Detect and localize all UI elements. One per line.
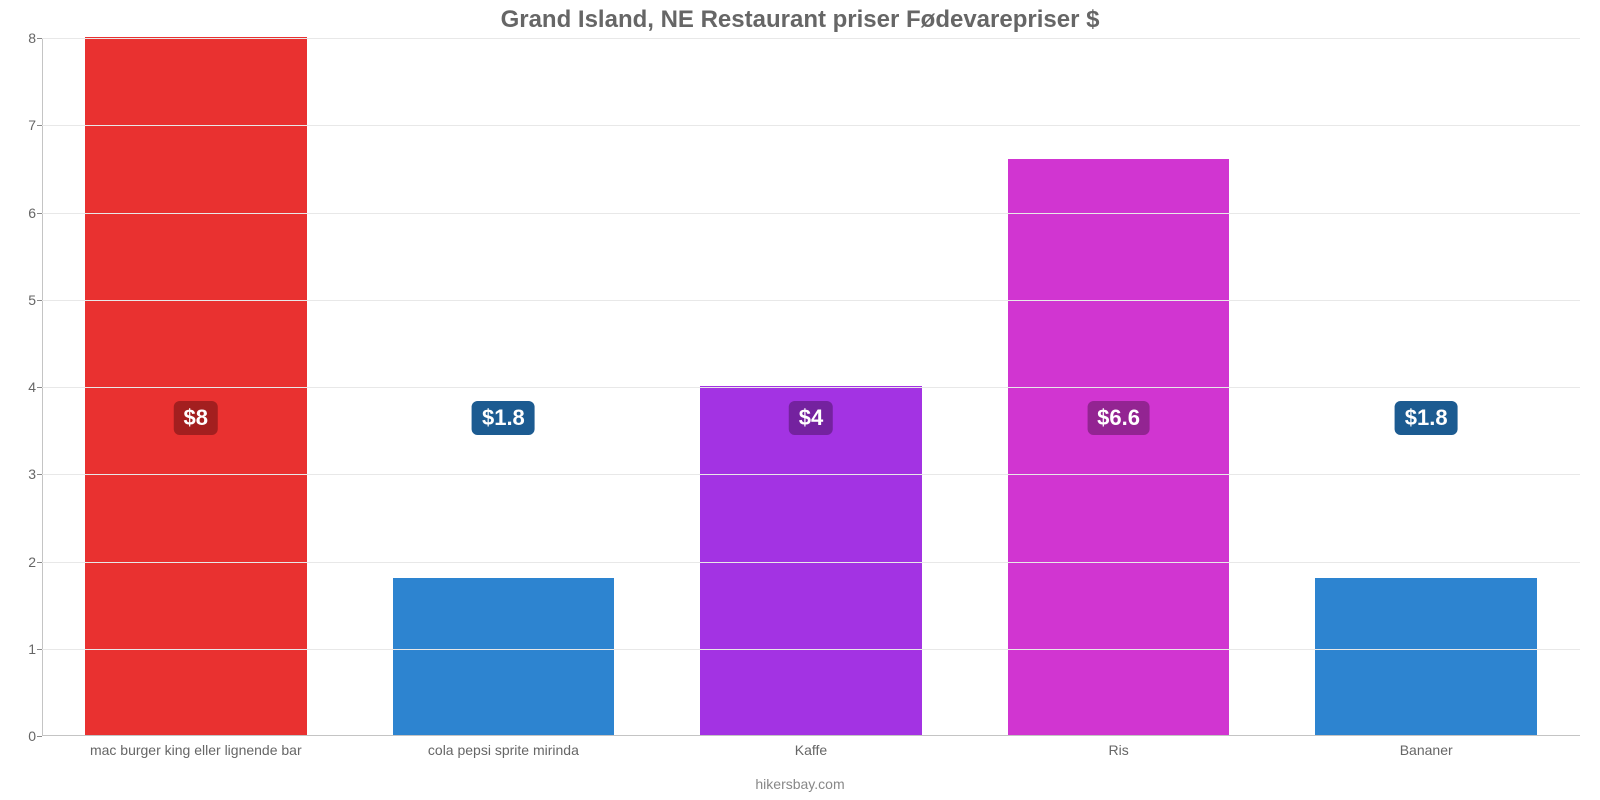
gridline: [42, 649, 1580, 650]
bar-value-label: $1.8: [1395, 401, 1458, 435]
y-tick-label: 8: [14, 30, 36, 46]
gridline: [42, 300, 1580, 301]
y-tick-label: 1: [14, 641, 36, 657]
bar-value-label: $1.8: [472, 401, 535, 435]
y-tick-mark: [37, 649, 42, 650]
y-tick-label: 2: [14, 554, 36, 570]
bar: [1315, 578, 1536, 735]
bar: [393, 578, 614, 735]
x-tick-label: Kaffe: [795, 742, 827, 758]
y-tick-label: 3: [14, 466, 36, 482]
y-tick-label: 6: [14, 205, 36, 221]
x-tick-label: cola pepsi sprite mirinda: [428, 742, 579, 758]
plot-area: $8$1.8$4$6.6$1.8 012345678: [42, 38, 1580, 736]
chart-footer: hikersbay.com: [0, 776, 1600, 792]
y-tick-label: 0: [14, 728, 36, 744]
y-tick-label: 5: [14, 292, 36, 308]
bar-value-label: $4: [789, 401, 833, 435]
bar: [700, 386, 921, 735]
y-tick-mark: [37, 300, 42, 301]
y-tick-label: 4: [14, 379, 36, 395]
y-tick-mark: [37, 474, 42, 475]
gridline: [42, 562, 1580, 563]
y-tick-label: 7: [14, 117, 36, 133]
x-tick-label: Bananer: [1400, 742, 1453, 758]
gridline: [42, 38, 1580, 39]
gridline: [42, 474, 1580, 475]
y-tick-mark: [37, 213, 42, 214]
y-tick-mark: [37, 387, 42, 388]
x-axis-labels: mac burger king eller lignende bar cola p…: [42, 742, 1580, 764]
y-tick-mark: [37, 562, 42, 563]
y-tick-mark: [37, 736, 42, 737]
bar-value-label: $8: [174, 401, 218, 435]
gridline: [42, 387, 1580, 388]
chart-container: Grand Island, NE Restaurant priser Fødev…: [0, 0, 1600, 800]
y-tick-mark: [37, 38, 42, 39]
x-tick-label: Ris: [1108, 742, 1128, 758]
gridline: [42, 213, 1580, 214]
bar-value-label: $6.6: [1087, 401, 1150, 435]
gridline: [42, 125, 1580, 126]
bar: [85, 37, 306, 735]
y-tick-mark: [37, 125, 42, 126]
chart-title: Grand Island, NE Restaurant priser Fødev…: [0, 6, 1600, 34]
x-tick-label: mac burger king eller lignende bar: [90, 742, 302, 758]
